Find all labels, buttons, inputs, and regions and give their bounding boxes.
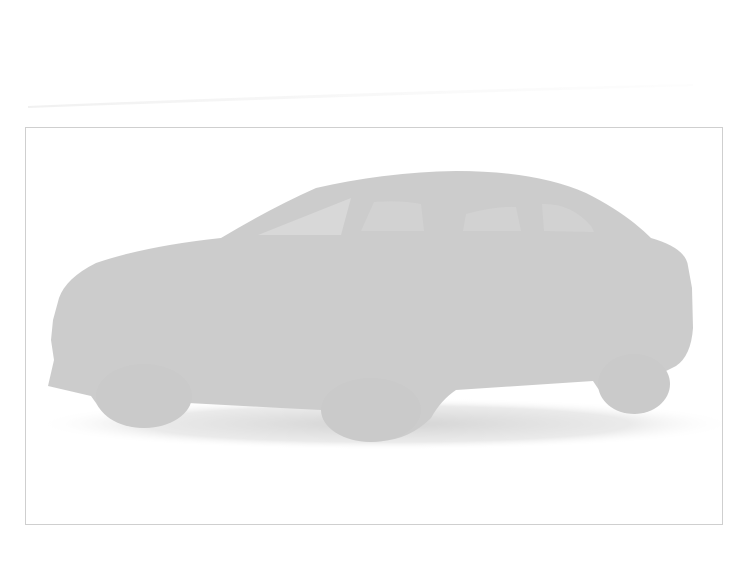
rear-side-window — [463, 206, 521, 231]
car-silhouette-icon — [36, 171, 722, 450]
front-wheel — [96, 364, 192, 428]
rear-wheel — [598, 354, 670, 414]
header-divider-shadow — [28, 80, 693, 110]
vehicle-image-frame — [25, 127, 723, 525]
quarter-window — [542, 203, 594, 232]
middle-wheel — [321, 378, 421, 442]
windshield — [258, 198, 351, 235]
front-side-window — [361, 201, 424, 231]
car-body — [48, 171, 693, 442]
